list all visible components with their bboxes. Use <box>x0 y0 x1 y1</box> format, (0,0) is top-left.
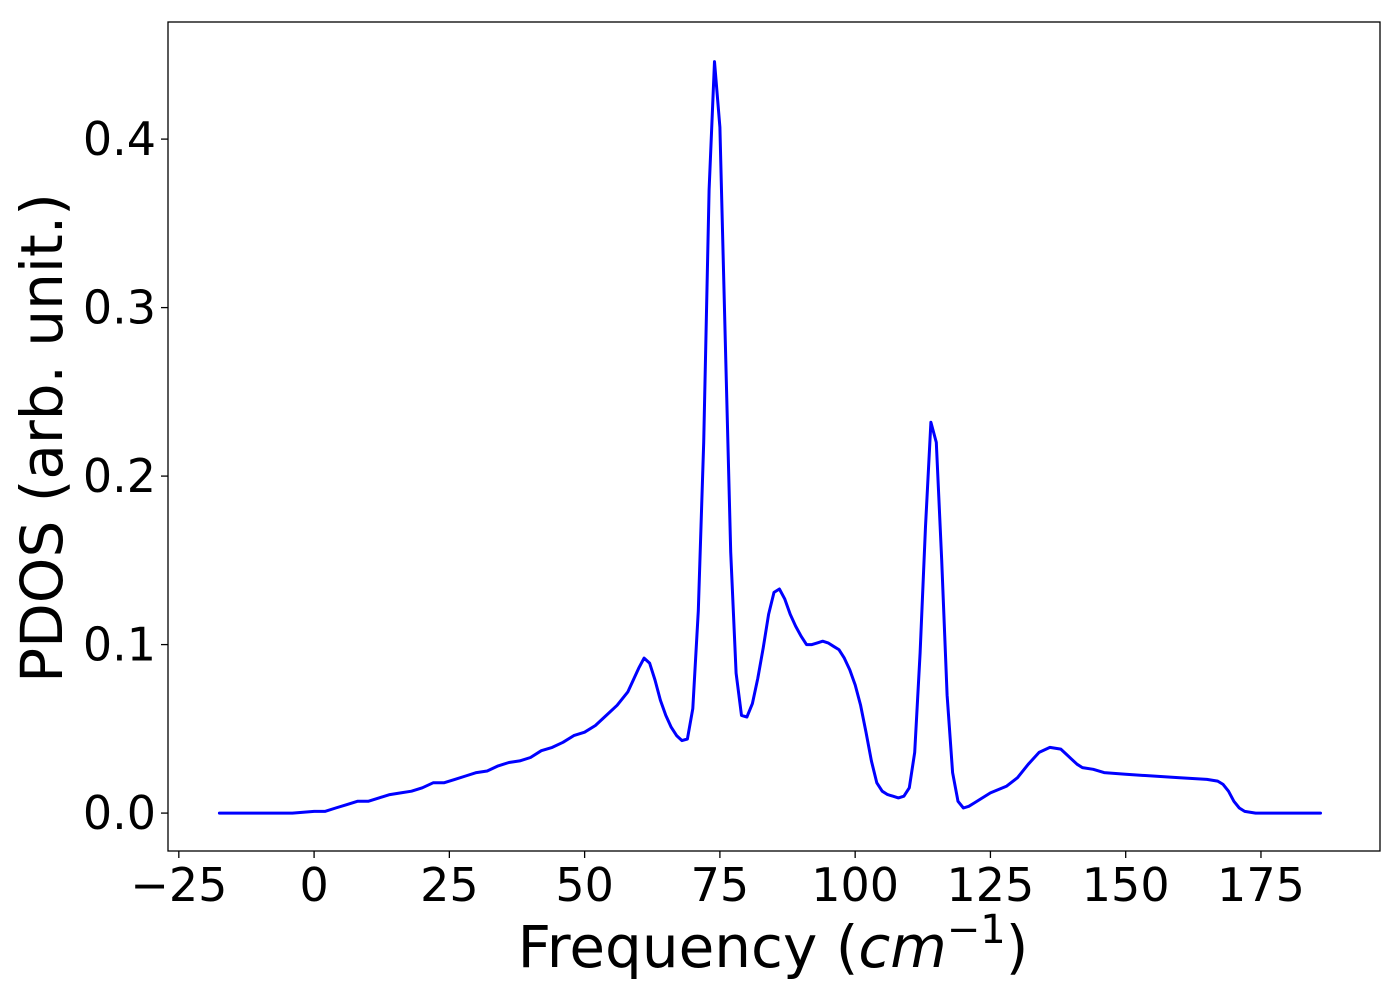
x-tick-label: 75 <box>691 858 750 912</box>
x-tick-label: 125 <box>947 858 1035 912</box>
x-tick-label: 25 <box>420 858 479 912</box>
x-axis-label-unit-exponent: −1 <box>947 907 1006 953</box>
y-tick-label: 0.4 <box>83 112 156 166</box>
plot-background <box>168 22 1380 851</box>
y-tick-label: 0.3 <box>83 281 156 335</box>
x-tick-label: 50 <box>555 858 614 912</box>
x-axis-ticks: −25 0 25 50 75 100 125 150 175 <box>130 851 1305 912</box>
x-tick-label: −25 <box>130 858 227 912</box>
x-axis-label-text: Frequency <box>518 913 818 981</box>
y-tick-label: 0.0 <box>83 786 156 840</box>
x-tick-label: 100 <box>811 858 899 912</box>
x-tick-label: 175 <box>1217 858 1305 912</box>
y-tick-label: 0.2 <box>83 449 156 503</box>
x-tick-label: 0 <box>299 858 328 912</box>
x-axis-label-unit: cm <box>858 913 946 981</box>
plot-frame <box>167 21 1381 852</box>
y-tick-label: 0.1 <box>83 618 156 672</box>
pdos-series-line <box>217 60 1322 815</box>
x-tick-label: 150 <box>1082 858 1170 912</box>
y-axis-ticks: 0.0 0.1 0.2 0.3 0.4 <box>83 112 168 840</box>
x-axis-label: Frequency (cm−1) <box>518 907 1029 981</box>
y-axis-label: PDOS (arb. unit.) <box>8 193 76 683</box>
